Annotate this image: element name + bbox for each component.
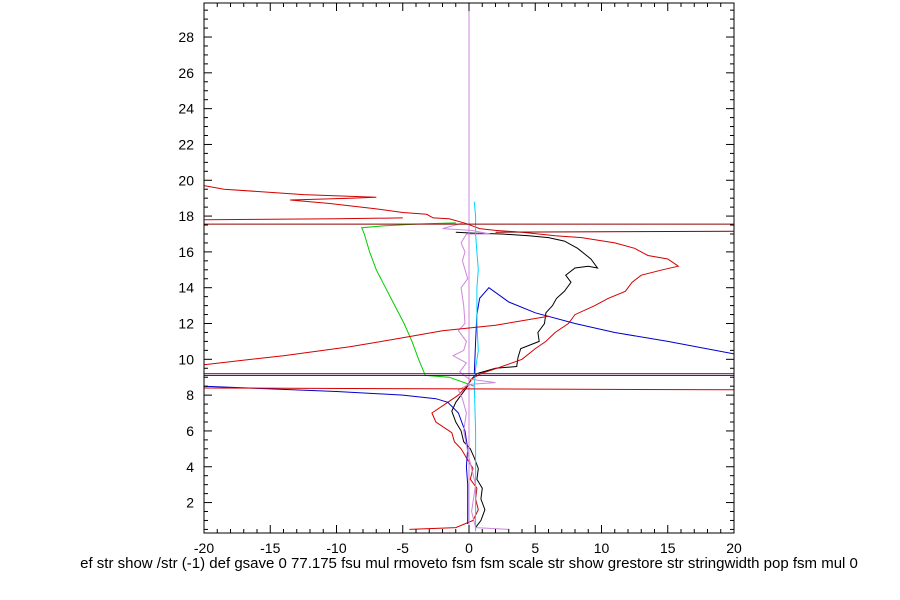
series-red-line-low (204, 315, 549, 366)
series-blue (204, 385, 469, 524)
series-red-line-17.8 (204, 217, 403, 221)
x-axis-label: ef str show /str (-1) def gsave 0 77.175… (80, 555, 858, 572)
series-red (204, 185, 680, 530)
series-violet-trace (442, 222, 509, 530)
y-tick-label: 16 (178, 244, 194, 260)
series-layer (204, 3, 734, 533)
y-tick-label: 8 (186, 387, 194, 403)
x-tick-label: -15 (260, 540, 280, 556)
x-tick-label: -20 (194, 540, 214, 556)
series-darkred-line-17.1 (495, 230, 734, 233)
x-tick-label: 10 (594, 540, 610, 556)
x-tick-label: 0 (465, 540, 473, 556)
y-tick-label: 10 (178, 351, 194, 367)
y-tick-label: 26 (178, 65, 194, 81)
series-black (451, 231, 599, 528)
y-tick-label: 4 (186, 459, 194, 475)
series-red-line-8.4 (204, 387, 734, 391)
y-tick-label: 18 (178, 208, 194, 224)
y-tick-label: 14 (178, 280, 194, 296)
y-tick-label: 22 (178, 136, 194, 152)
x-axis: -20 -15 -10 -5 0 5 10 15 20 (194, 3, 742, 556)
series-green (360, 222, 475, 387)
x-tick-label: 15 (660, 540, 676, 556)
x-tick-label: 5 (531, 540, 539, 556)
x-tick-label: 20 (726, 540, 742, 556)
y-tick-label: 20 (178, 172, 194, 188)
y-tick-label: 6 (186, 423, 194, 439)
y-tick-label: 24 (178, 101, 194, 117)
y-tick-label: 28 (178, 29, 194, 45)
y-tick-label: 12 (178, 316, 194, 332)
x-tick-label: -5 (397, 540, 410, 556)
y-tick-label: 2 (186, 495, 194, 511)
x-tick-label: -10 (326, 540, 346, 556)
